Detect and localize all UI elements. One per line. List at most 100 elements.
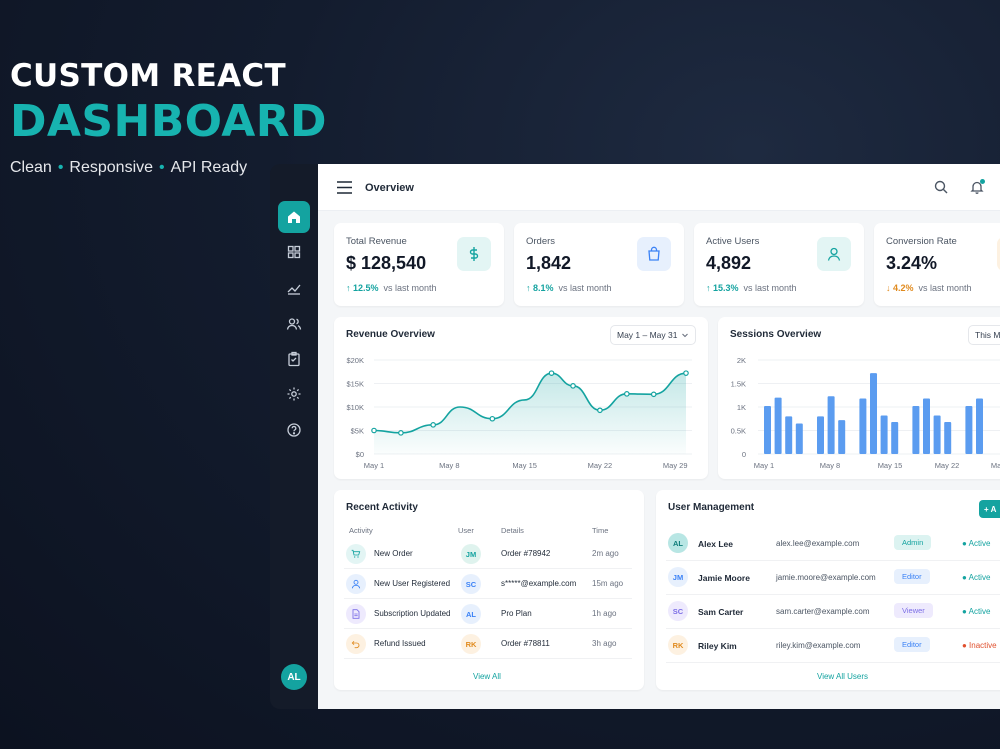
hero-tag: Responsive bbox=[69, 159, 154, 176]
session-bar[interactable] bbox=[795, 423, 803, 454]
activity-row[interactable]: Refund Issued RK Order #78811 3h ago bbox=[344, 629, 632, 659]
stat-card: Conversion Rate 3.24% ↓ 4.2% vs last mon… bbox=[874, 223, 1000, 306]
session-bar[interactable] bbox=[880, 415, 888, 454]
user-badge: SC bbox=[461, 574, 481, 594]
activity-details: Order #78811 bbox=[501, 639, 550, 648]
sessions-range-dropdown[interactable]: This M bbox=[968, 325, 1000, 345]
sidebar-item-help[interactable] bbox=[278, 414, 310, 446]
session-bar[interactable] bbox=[891, 422, 899, 454]
sidebar-item-dashboard[interactable] bbox=[278, 236, 310, 268]
stat-label: Active Users bbox=[706, 236, 760, 247]
stat-change: ↑ 8.1% vs last month bbox=[526, 283, 612, 293]
user-row[interactable]: RK Riley Kim riley.kim@example.com Edito… bbox=[666, 629, 1000, 663]
session-bar[interactable] bbox=[933, 415, 941, 454]
data-point[interactable] bbox=[371, 427, 377, 434]
session-bar[interactable] bbox=[870, 373, 877, 454]
dollar-icon bbox=[469, 247, 479, 261]
data-point[interactable] bbox=[597, 407, 603, 414]
data-point[interactable] bbox=[548, 370, 555, 376]
activity-row[interactable]: Subscription Updated AL Pro Plan 1h ago bbox=[344, 599, 632, 629]
sidebar-item-analytics[interactable] bbox=[278, 272, 310, 304]
user-icon bbox=[827, 247, 841, 261]
bell-icon[interactable] bbox=[970, 180, 984, 194]
date-range-dropdown[interactable]: May 1 – May 31 bbox=[610, 325, 697, 345]
user-row[interactable]: SC Sam Carter sam.carter@example.com Vie… bbox=[666, 595, 1000, 629]
session-bar[interactable] bbox=[764, 406, 771, 454]
data-point[interactable] bbox=[683, 370, 689, 376]
view-all-link[interactable]: View All bbox=[473, 672, 501, 681]
stat-card: Orders 1,842 ↑ 8.1% vs last month bbox=[514, 223, 684, 306]
data-point[interactable] bbox=[430, 422, 436, 428]
session-bar[interactable] bbox=[774, 397, 782, 454]
hero-tags: Clean • Responsive • API Ready bbox=[10, 159, 248, 176]
avatar[interactable]: AL bbox=[281, 664, 307, 690]
activity-time: 3h ago bbox=[592, 639, 617, 648]
sidebar-item-home[interactable] bbox=[278, 201, 310, 233]
data-point[interactable] bbox=[398, 430, 404, 436]
menu-icon[interactable] bbox=[337, 181, 352, 194]
user-email: alex.lee@example.com bbox=[776, 539, 860, 548]
x-tick-label: May 8 bbox=[439, 461, 459, 470]
data-point[interactable] bbox=[624, 391, 630, 397]
stat-change-value: ↑ 15.3% bbox=[706, 283, 739, 293]
activity-details: Pro Plan bbox=[501, 609, 532, 618]
x-tick-label: May 22 bbox=[935, 461, 960, 470]
x-tick-label: May 1 bbox=[364, 461, 384, 470]
hero-subtitle: DASHBOARD bbox=[10, 96, 327, 147]
add-user-button[interactable]: + A bbox=[979, 500, 1000, 518]
user-name: Sam Carter bbox=[698, 607, 744, 617]
activity-row[interactable]: New User Registered SC s*****@example.co… bbox=[344, 569, 632, 599]
data-point[interactable] bbox=[489, 415, 496, 422]
chevron-down-icon bbox=[682, 333, 689, 338]
stat-icon-box bbox=[817, 237, 851, 271]
user-badge: JM bbox=[461, 544, 481, 564]
role-badge: Viewer bbox=[894, 603, 933, 618]
stat-value: 4,892 bbox=[706, 253, 752, 273]
session-bar[interactable] bbox=[817, 416, 824, 454]
trend-icon bbox=[287, 284, 301, 295]
y-tick-label: $15K bbox=[346, 380, 364, 389]
view-all-users-link[interactable]: View All Users bbox=[817, 672, 868, 681]
data-point[interactable] bbox=[650, 391, 657, 398]
search-icon[interactable] bbox=[934, 180, 948, 194]
activity-time: 1h ago bbox=[592, 609, 617, 618]
session-bar[interactable] bbox=[976, 398, 983, 454]
session-bar[interactable] bbox=[859, 398, 867, 454]
user-avatar: JM bbox=[668, 567, 688, 587]
x-tick-label: May bbox=[991, 461, 1000, 470]
sidebar-item-users[interactable] bbox=[278, 308, 310, 340]
session-bar[interactable] bbox=[827, 396, 835, 454]
stat-label: Total Revenue bbox=[346, 236, 407, 247]
revenue-title: Revenue Overview bbox=[346, 329, 435, 340]
stat-label: Orders bbox=[526, 236, 556, 247]
sidebar-item-settings[interactable] bbox=[278, 378, 310, 410]
session-bar[interactable] bbox=[912, 406, 920, 454]
y-tick-label: 1.5K bbox=[731, 380, 746, 389]
x-tick-label: May 22 bbox=[588, 461, 613, 470]
user-email: riley.kim@example.com bbox=[776, 641, 861, 650]
sidebar-item-reports[interactable] bbox=[278, 343, 310, 375]
stat-label: Conversion Rate bbox=[886, 236, 957, 247]
user-avatar: AL bbox=[668, 533, 688, 553]
activity-row[interactable]: New Order JM Order #78942 2m ago bbox=[344, 539, 632, 569]
session-bar[interactable] bbox=[944, 422, 952, 454]
stat-value: 3.24% bbox=[886, 253, 938, 273]
session-bar[interactable] bbox=[923, 398, 930, 454]
stat-change-note: vs last month bbox=[918, 283, 972, 293]
user-row[interactable]: JM Jamie Moore jamie.moore@example.com E… bbox=[666, 561, 1000, 595]
stat-icon-box bbox=[457, 237, 491, 271]
user-row[interactable]: AL Alex Lee alex.lee@example.com Admin ●… bbox=[666, 527, 1000, 561]
session-bar[interactable] bbox=[838, 420, 846, 454]
column-header-activity: Activity bbox=[349, 526, 373, 535]
revenue-card: Revenue Overview May 1 – May 31 $20K $15K… bbox=[334, 317, 708, 479]
stat-change: ↓ 4.2% vs last month bbox=[886, 283, 972, 293]
help-icon bbox=[287, 423, 301, 437]
session-bar[interactable] bbox=[965, 406, 973, 454]
hero-tag: API Ready bbox=[170, 159, 248, 176]
user-email: sam.carter@example.com bbox=[776, 607, 870, 616]
data-point[interactable] bbox=[570, 383, 576, 389]
user-icon bbox=[351, 579, 361, 589]
session-bar[interactable] bbox=[785, 416, 793, 454]
sidebar: AL bbox=[270, 164, 318, 709]
stat-change: ↑ 12.5% vs last month bbox=[346, 283, 437, 293]
